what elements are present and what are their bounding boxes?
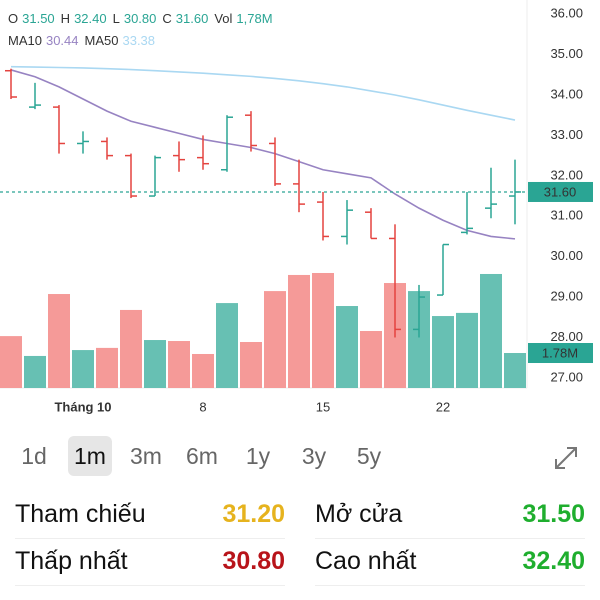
volume-bar	[24, 355, 46, 388]
y-tick-label: 33.00	[550, 127, 583, 142]
volume-bar	[336, 306, 358, 388]
ma-line	[10, 69, 516, 240]
x-tick-label: 8	[199, 399, 206, 414]
volume-bar	[504, 353, 526, 388]
range-tab[interactable]: 5y	[356, 443, 382, 469]
x-tick-label: 15	[316, 399, 330, 414]
stat-label: Tham chiếu	[15, 500, 146, 528]
stat-label: Mở cửa	[315, 500, 403, 528]
header-label: Vol	[214, 11, 232, 26]
x-tick-label: 22	[436, 399, 450, 414]
volume-bar	[264, 291, 286, 388]
volume-bar	[216, 303, 238, 388]
volume-bar	[192, 353, 214, 388]
stat: Tham chiếu 31.20	[15, 492, 285, 536]
divider	[315, 538, 585, 539]
ma-value: 30.44	[46, 33, 79, 48]
stat: Cao nhất 32.40	[315, 539, 585, 583]
price-badge	[528, 181, 593, 202]
price-badge-label: 31.60	[544, 184, 577, 199]
header-value: 31.60	[176, 11, 209, 26]
stat-value: 31.50	[522, 500, 585, 528]
y-tick-label: 32.00	[550, 167, 583, 182]
volume-bar	[240, 341, 262, 388]
volume-bar	[0, 336, 22, 388]
ohlc-header: O 31.50 H 32.40 L 30.80 C 31.60 Vol 1,78M	[8, 11, 273, 26]
volume-bar	[96, 347, 118, 388]
volume-bar	[48, 294, 70, 388]
ma-header: MA10 30.44 MA50 33.38	[8, 33, 155, 48]
divider	[15, 538, 285, 539]
volume-bar	[432, 316, 454, 388]
divider	[315, 585, 585, 586]
range-tab[interactable]: 1d	[21, 443, 47, 469]
volume-badge-label: 1.78M	[542, 345, 578, 360]
header-value: 30.80	[124, 11, 157, 26]
ma-value: 33.38	[122, 33, 155, 48]
stat: Mở cửa 31.50	[315, 492, 585, 536]
volume-bar	[360, 330, 382, 388]
volume-bar	[168, 341, 190, 388]
header-label: H	[61, 11, 70, 26]
stat-label: Cao nhất	[315, 547, 417, 575]
header-label: C	[162, 11, 171, 26]
header-label: O	[8, 11, 18, 26]
range-tab[interactable]: 3y	[301, 443, 327, 469]
volume-bar	[288, 274, 310, 388]
volume-bar	[312, 272, 334, 388]
stat-value: 32.40	[522, 547, 585, 575]
range-tab[interactable]: 1y	[245, 443, 271, 469]
ma-line	[10, 65, 516, 121]
volume-bar	[72, 350, 94, 388]
divider	[15, 585, 285, 586]
volume-bar	[456, 312, 478, 388]
header-value: 32.40	[74, 11, 107, 26]
y-tick-label: 29.00	[550, 289, 583, 304]
y-tick-label: 35.00	[550, 46, 583, 61]
range-tab[interactable]: 6m	[186, 443, 218, 469]
x-tick-label: Tháng 10	[54, 399, 111, 414]
y-tick-label: 28.00	[550, 329, 583, 344]
stat-value: 31.20	[222, 500, 285, 528]
header-label: L	[113, 11, 120, 26]
volume-bar	[480, 273, 502, 388]
y-tick-label: 36.00	[550, 6, 583, 21]
volume-bar	[144, 340, 166, 388]
volume-bar	[408, 291, 430, 388]
stat: Thấp nhất 30.80	[15, 539, 285, 583]
chart: O 31.50 H 32.40 L 30.80 C 31.60 Vol 1,78M MA10 30.…	[0, 0, 593, 414]
y-tick-label: 31.00	[550, 208, 583, 223]
stat-value: 30.80	[222, 547, 285, 575]
volume-bar	[120, 309, 142, 388]
stat-label: Thấp nhất	[15, 547, 128, 575]
range-tab[interactable]: 1m	[68, 436, 112, 476]
ma-label: MA50	[85, 33, 119, 48]
header-value: 31.50	[22, 11, 55, 26]
y-tick-label: 34.00	[550, 86, 583, 101]
header-value: 1,78M	[236, 11, 272, 26]
volume-badge	[528, 343, 593, 364]
range-tabs: 1d 1m 3m 6m 1y 3y 5y	[0, 436, 600, 478]
ma-label: MA10	[8, 33, 42, 48]
expand-icon[interactable]	[553, 445, 579, 471]
y-tick-label: 30.00	[550, 248, 583, 263]
y-tick-label: 27.00	[550, 369, 583, 384]
range-tab[interactable]: 3m	[130, 443, 162, 469]
